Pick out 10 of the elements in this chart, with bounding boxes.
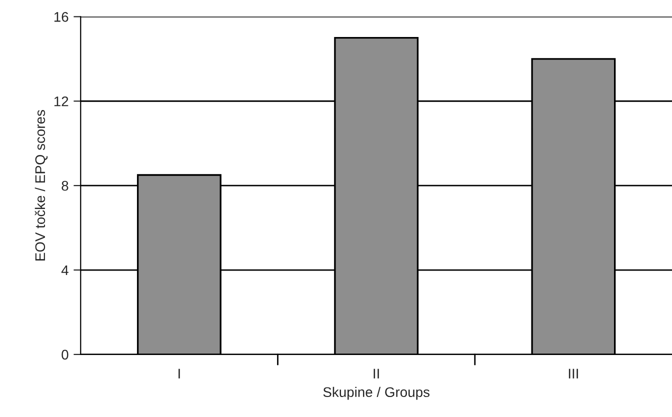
x-tick-label: III xyxy=(568,368,578,378)
y-tick-label: 16 xyxy=(54,12,68,22)
x-tick-label: II xyxy=(374,368,379,378)
x-tick-label: I xyxy=(178,368,180,378)
y-axis-title: EOV točke / EPQ scores xyxy=(34,110,48,260)
x-axis-title: Skupine / Groups xyxy=(323,386,430,400)
y-tick-label: 12 xyxy=(54,96,68,106)
y-tick-label: 0 xyxy=(62,350,68,360)
y-tick-label: 8 xyxy=(62,180,68,191)
y-tick-label: 4 xyxy=(61,265,68,276)
